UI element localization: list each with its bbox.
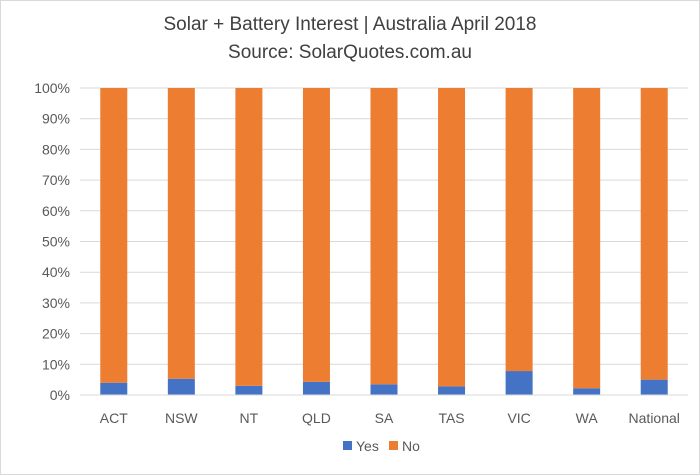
- y-tick-label: 80%: [42, 141, 70, 157]
- chart-title: Solar + Battery Interest | Australia Apr…: [163, 14, 537, 35]
- x-tick-label: WA: [576, 410, 599, 426]
- y-tick-label: 0%: [50, 387, 70, 403]
- bar-yes-nt: [235, 385, 263, 395]
- x-tick-label: VIC: [507, 410, 530, 426]
- legend-label-yes: Yes: [356, 438, 379, 454]
- x-tick-label: NT: [240, 410, 259, 426]
- y-tick-label: 70%: [42, 172, 70, 188]
- legend-swatch-no: [389, 441, 398, 450]
- y-axis-ticks: 0% 10% 20% 30% 40% 50% 60% 70% 80% 90% 100%: [34, 80, 70, 403]
- bar-yes-qld: [302, 381, 330, 395]
- bar-yes-nsw: [167, 378, 195, 395]
- bar-no-act: [100, 88, 128, 383]
- legend-label-no: No: [402, 438, 420, 454]
- legend-swatch-yes: [343, 441, 352, 450]
- x-tick-label: NSW: [165, 410, 198, 426]
- bar-yes-vic: [505, 371, 533, 395]
- bar-no-qld: [302, 88, 330, 382]
- bar-yes-national: [640, 379, 668, 395]
- bar-no-wa: [573, 88, 601, 389]
- x-axis-ticks: ACT NSW NT QLD SA TAS VIC WA National: [100, 410, 680, 426]
- legend: Yes No: [343, 438, 420, 454]
- y-tick-label: 100%: [34, 80, 70, 96]
- y-tick-label: 10%: [42, 356, 70, 372]
- x-tick-label: National: [629, 410, 680, 426]
- bar-no-sa: [370, 88, 398, 385]
- y-tick-label: 60%: [42, 203, 70, 219]
- y-tick-label: 40%: [42, 264, 70, 280]
- x-tick-label: SA: [375, 410, 394, 426]
- bar-yes-sa: [370, 384, 398, 395]
- y-tick-label: 50%: [42, 234, 70, 250]
- bar-yes-wa: [573, 388, 601, 395]
- bar-no-vic: [505, 88, 533, 372]
- bar-no-nsw: [167, 88, 195, 379]
- x-tick-label: ACT: [100, 410, 128, 426]
- bars: [100, 88, 668, 395]
- y-tick-label: 30%: [42, 295, 70, 311]
- x-tick-label: TAS: [438, 410, 464, 426]
- bar-no-tas: [438, 88, 466, 387]
- bar-yes-tas: [438, 386, 466, 395]
- chart-subtitle: Source: SolarQuotes.com.au: [228, 42, 472, 63]
- bar-no-nt: [235, 88, 263, 386]
- x-tick-label: QLD: [302, 410, 331, 426]
- bar-no-national: [640, 88, 668, 380]
- y-tick-label: 90%: [42, 111, 70, 127]
- y-tick-label: 20%: [42, 326, 70, 342]
- bar-yes-act: [100, 382, 128, 395]
